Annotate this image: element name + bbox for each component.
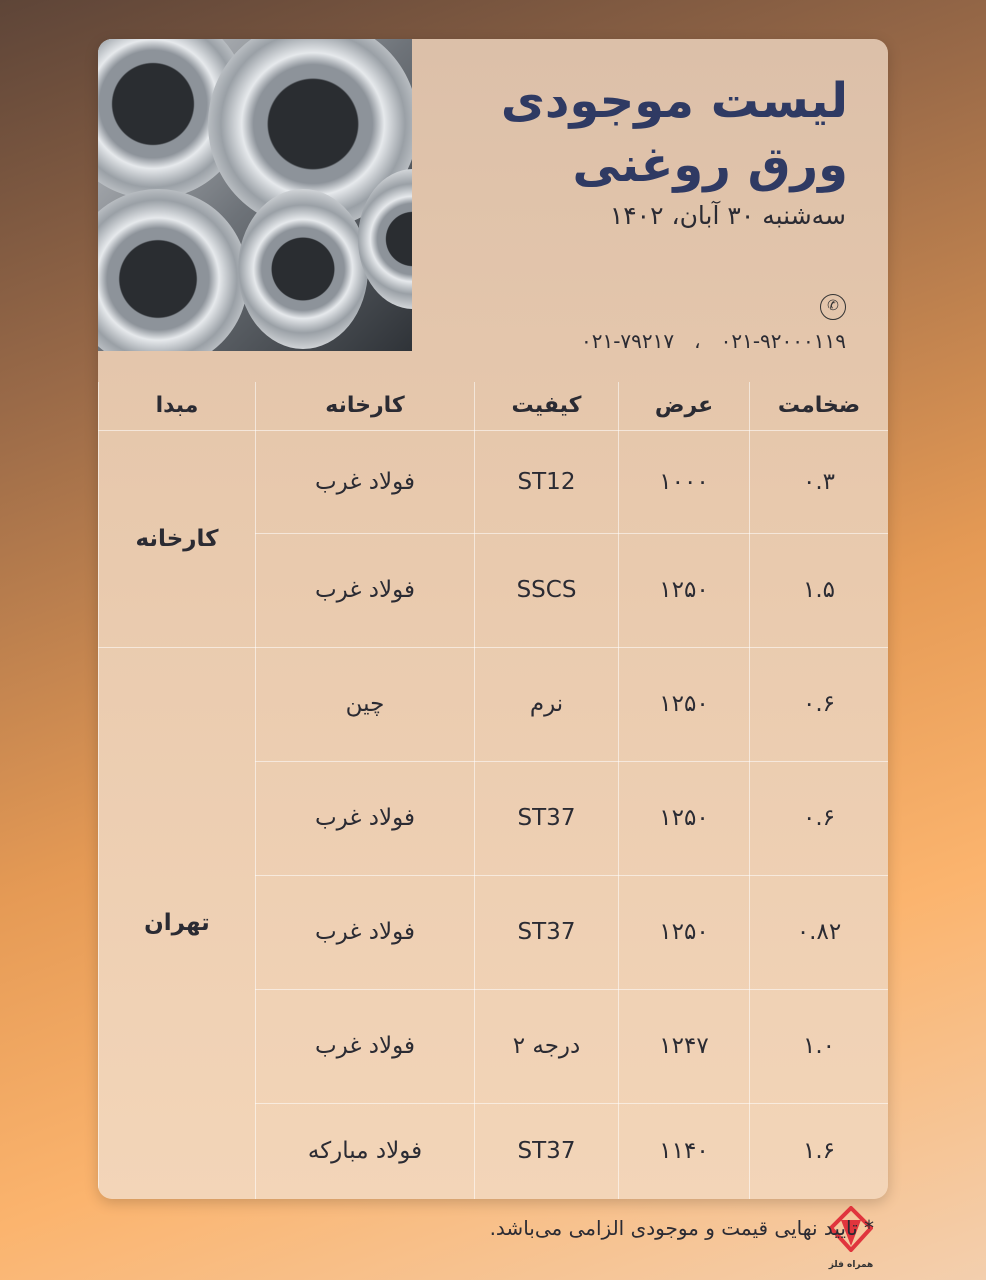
cell-grade: SSCS (474, 532, 619, 648)
col-factory: کارخانه (255, 382, 475, 431)
table-row: ۰.۶ ۱۲۵۰ ST37 فولاد غرب (99, 760, 888, 876)
cell-grade: ST12 (474, 429, 619, 534)
col-origin: مبدا (98, 382, 256, 431)
col-grade: کیفیت (474, 382, 619, 431)
cell-factory: فولاد غرب (255, 429, 475, 534)
col-thickness: ضخامت (749, 382, 888, 431)
cell-width: ۱۰۰۰ (618, 429, 750, 534)
cell-width: ۱۱۴۰ (618, 1102, 750, 1199)
title-line-1: لیست موجودی (500, 73, 848, 129)
title-line-2: ورق روغنی (572, 137, 848, 193)
cell-thickness: ۱.۶ (749, 1102, 888, 1199)
cell-grade: نرم (474, 646, 619, 762)
cell-thickness: ۰.۶ (749, 646, 888, 762)
table-row: ۰.۸۲ ۱۲۵۰ ST37 فولاد غرب (99, 874, 888, 990)
date: سه‌شنبه ۳۰ آبان، ۱۴۰۲ (609, 201, 846, 230)
cell-factory: فولاد غرب (255, 760, 475, 876)
cell-thickness: ۱.۰ (749, 988, 888, 1104)
cell-factory: چین (255, 646, 475, 762)
cell-grade: ST37 (474, 760, 619, 876)
phone-numbers: ۰۲۱-۹۲۰۰۰۱۱۹ ، ۰۲۱-۷۹۲۱۷ (581, 329, 846, 353)
cell-width: ۱۲۵۰ (618, 532, 750, 648)
cell-origin: تهران (98, 646, 256, 1199)
cell-origin: کارخانه (98, 429, 256, 648)
table-row: ۰.۳ ۱۰۰۰ ST12 فولاد غرب کارخانه (98, 429, 888, 648)
inventory-table: ضخامت عرض کیفیت کارخانه مبدا ۰.۳ ۱۰۰۰ ST12… (98, 382, 888, 1199)
cell-thickness: ۱.۵ (749, 532, 888, 648)
logo-text: همراه فلز (828, 1260, 874, 1270)
cell-thickness: ۰.۸۲ (749, 874, 888, 990)
phone-number[interactable]: ۰۲۱-۷۹۲۱۷ (580, 329, 675, 353)
inventory-card: لیست موجودی ورق روغنی سه‌شنبه ۳۰ آبان، ۱… (98, 39, 888, 1199)
hamrah-felez-logo: همراه فلز (826, 1206, 876, 1270)
cell-grade: ST37 (474, 874, 619, 990)
cell-factory: فولاد غرب (255, 874, 475, 990)
cell-width: ۱۲۴۷ (618, 988, 750, 1104)
table-row: ۱.۶ ۱۱۴۰ ST37 فولاد مبارکه (99, 1102, 888, 1199)
phone-icon: ✆ (820, 294, 846, 320)
cell-thickness: ۰.۳ (749, 429, 888, 534)
page-title: لیست موجودی ورق روغنی (501, 69, 848, 197)
table-row: ۱.۰ ۱۲۴۷ درجه ۲ فولاد غرب (99, 988, 888, 1104)
cell-width: ۱۲۵۰ (618, 646, 750, 762)
cell-factory: فولاد غرب (255, 532, 475, 648)
separator: ، (694, 329, 701, 353)
cell-thickness: ۰.۶ (749, 760, 888, 876)
cell-grade: ST37 (474, 1102, 619, 1199)
cell-width: ۱۲۵۰ (618, 760, 750, 876)
table-row: ۰.۶ ۱۲۵۰ نرم چین تهران (98, 646, 888, 1199)
cell-factory: فولاد مبارکه (255, 1102, 475, 1199)
col-width: عرض (618, 382, 750, 431)
cell-factory: فولاد غرب (255, 988, 475, 1104)
cell-grade: درجه ۲ (474, 988, 619, 1104)
table-header: ضخامت عرض کیفیت کارخانه مبدا (98, 382, 888, 431)
cell-width: ۱۲۵۰ (618, 874, 750, 990)
footer-note: * تایید نهایی قیمت و موجودی الزامی می‌با… (489, 1216, 874, 1240)
phone-number[interactable]: ۰۲۱-۹۲۰۰۰۱۱۹ (720, 329, 846, 353)
steel-coils-image (98, 39, 412, 351)
